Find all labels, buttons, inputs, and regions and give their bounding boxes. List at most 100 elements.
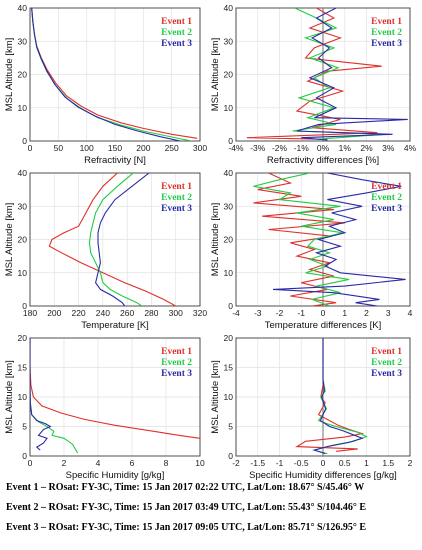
x-tick-label: 0 [28, 143, 33, 153]
panel-3: 180 200 220 240 260 280 300 320 0 10 20 30 40 Event 1… [4, 168, 207, 331]
x-tick-label: -2% [272, 143, 288, 153]
y-axis-label: MSL Altitude [km] [210, 203, 221, 277]
x-tick-label: -4% [228, 143, 244, 153]
y-tick-label: 30 [18, 201, 28, 211]
y-tick-label: 30 [224, 201, 234, 211]
caption-event-2: Event 2 – ROsat: FY-3C, Time: 15 Jan 201… [6, 502, 367, 513]
y-tick-label: 20 [18, 235, 28, 245]
y-tick-label: 20 [18, 333, 28, 343]
legend-entry-event-1: Event 1 [161, 347, 192, 357]
x-tick-label: 0.5 [339, 458, 351, 468]
x-axis-label: Temperature [K] [81, 320, 149, 331]
x-tick-label: -3 [254, 308, 262, 318]
x-tick-label: 2 [364, 308, 369, 318]
y-tick-label: 15 [224, 363, 234, 373]
x-tick-label: 10 [195, 458, 205, 468]
x-tick-label: -1 [276, 458, 284, 468]
x-tick-label: 280 [144, 308, 158, 318]
x-axis-label: Temperature differences [K] [265, 320, 382, 331]
x-tick-label: 300 [169, 308, 183, 318]
x-tick-label: 6 [130, 458, 135, 468]
x-tick-label: 0% [317, 143, 330, 153]
series-line-event-3 [272, 173, 406, 306]
y-tick-label: 0 [22, 301, 27, 311]
x-tick-label: -1.5 [250, 458, 265, 468]
x-axis-label: Specific Humidity [g/kg] [66, 470, 165, 480]
legend-entry-event-1: Event 1 [371, 182, 402, 192]
legend-entry-event-1: Event 1 [161, 17, 192, 27]
caption-event-1: Event 1 – ROsat: FY-3C, Time: 15 Jan 201… [6, 482, 365, 493]
legend-entry-event-3: Event 3 [161, 204, 192, 214]
x-tick-label: 50 [54, 143, 64, 153]
y-tick-label: 0 [22, 451, 27, 461]
x-tick-label: -0.5 [294, 458, 309, 468]
legend-entry-event-3: Event 3 [371, 369, 402, 379]
x-tick-label: 250 [165, 143, 179, 153]
x-axis-label: Refractivity [N] [84, 155, 146, 166]
x-tick-label: -4 [232, 308, 240, 318]
legend-entry-event-1: Event 1 [371, 347, 402, 357]
y-tick-label: 20 [224, 235, 234, 245]
y-tick-label: 0 [228, 136, 233, 146]
y-tick-label: 10 [18, 103, 28, 113]
x-tick-label: 1% [339, 143, 352, 153]
legend-entry-event-2: Event 2 [371, 358, 402, 368]
x-tick-label: 0 [28, 458, 33, 468]
x-tick-label: 1 [364, 458, 369, 468]
legend-entry-event-2: Event 2 [371, 193, 402, 203]
x-tick-label: 0 [321, 308, 326, 318]
x-tick-label: 2 [62, 458, 67, 468]
x-tick-label: -1% [294, 143, 310, 153]
y-axis-label: MSL Altitude [km] [4, 360, 15, 434]
series-line-event-1 [30, 338, 200, 439]
x-tick-label: 4 [96, 458, 101, 468]
x-tick-label: 180 [23, 308, 37, 318]
legend-entry-event-2: Event 2 [161, 28, 192, 38]
series-line-event-3 [312, 338, 364, 455]
y-axis-label: MSL Altitude [km] [4, 203, 15, 277]
y-axis-label: MSL Altitude [km] [4, 38, 15, 112]
caption-event-3: Event 3 – ROsat: FY-3C, Time: 15 Jan 201… [6, 522, 367, 533]
x-tick-label: -1 [297, 308, 305, 318]
legend-entry-event-2: Event 2 [161, 193, 192, 203]
x-tick-label: 150 [108, 143, 122, 153]
legend-entry-event-1: Event 1 [161, 182, 192, 192]
x-tick-label: 8 [164, 458, 169, 468]
y-tick-label: 10 [224, 103, 234, 113]
legend-entry-event-3: Event 3 [161, 369, 192, 379]
series-line-event-2 [253, 173, 350, 306]
x-tick-label: 0 [321, 458, 326, 468]
x-tick-label: 4 [408, 308, 413, 318]
y-tick-label: 20 [18, 70, 28, 80]
x-tick-label: 100 [80, 143, 94, 153]
x-tick-label: -2 [232, 458, 240, 468]
y-tick-label: 5 [228, 422, 233, 432]
series-line-event-3 [95, 173, 150, 306]
legend-entry-event-3: Event 3 [371, 204, 402, 214]
legend-entry-event-2: Event 2 [161, 358, 192, 368]
y-tick-label: 30 [18, 36, 28, 46]
plot-frame [29, 172, 201, 307]
series-line-event-3 [30, 338, 52, 451]
x-tick-label: 3% [382, 143, 395, 153]
y-tick-label: 20 [224, 333, 234, 343]
series-line-event-3 [296, 8, 408, 141]
x-tick-label: -2 [276, 308, 284, 318]
legend-entry-event-3: Event 3 [161, 39, 192, 49]
legend-entry-event-1: Event 1 [371, 17, 402, 27]
x-tick-label: 2 [408, 458, 413, 468]
legend-entry-event-2: Event 2 [371, 28, 402, 38]
x-axis-label: Specific Humidity differences [g/kg] [249, 470, 397, 480]
x-tick-label: 200 [136, 143, 150, 153]
x-tick-label: 200 [47, 308, 61, 318]
x-tick-label: -3% [250, 143, 266, 153]
x-tick-label: 1.5 [382, 458, 394, 468]
y-tick-label: 40 [224, 3, 234, 13]
series-line-event-2 [88, 173, 143, 306]
